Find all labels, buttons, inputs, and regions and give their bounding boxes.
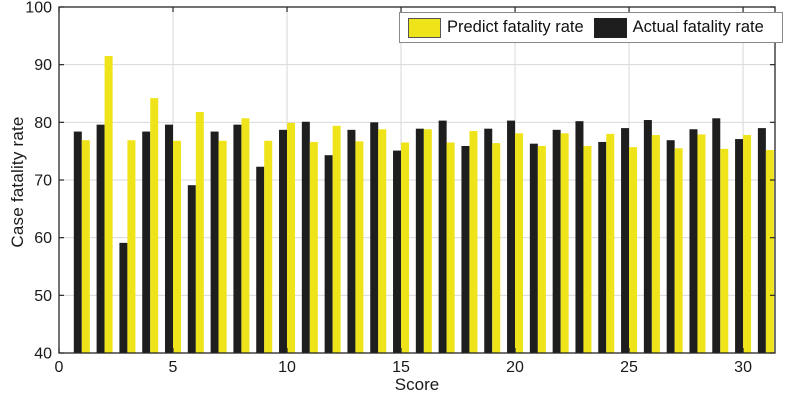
bar-actual-8 <box>233 124 242 353</box>
bar-actual-18 <box>461 145 470 353</box>
bar-predict-3 <box>127 140 136 353</box>
y-axis-label: Case fatality rate <box>8 116 27 248</box>
bar-predict-5 <box>173 140 182 353</box>
bar-predict-22 <box>560 133 569 353</box>
bar-actual-23 <box>575 121 584 354</box>
bar-actual-25 <box>621 128 630 353</box>
bar-predict-14 <box>378 129 387 353</box>
tick-marks <box>58 6 775 354</box>
bar-predict-27 <box>674 148 683 353</box>
bar-actual-16 <box>415 128 424 353</box>
y-tick-label-70: 70 <box>34 173 52 190</box>
bar-predict-13 <box>355 141 364 353</box>
actual-legend-swatch-icon <box>593 17 627 38</box>
legend-entry-predict: Predict fatality rate <box>408 17 584 38</box>
bar-predict-4 <box>150 98 159 353</box>
bar-predict-25 <box>629 147 638 353</box>
bar-actual-6 <box>187 185 196 353</box>
bar-predict-19 <box>492 143 501 353</box>
bar-predict-2 <box>104 56 113 354</box>
bar-predict-29 <box>720 148 729 353</box>
bar-actual-31 <box>757 128 766 353</box>
bar-predict-6 <box>195 111 204 353</box>
y-tick-label-40: 40 <box>34 346 52 363</box>
legend: Predict fatality rate Actual fatality ra… <box>399 12 783 43</box>
bar-predict-11 <box>309 141 318 353</box>
x-tick-label-30: 30 <box>734 359 752 376</box>
predict-legend-swatch-icon <box>408 17 441 38</box>
bar-actual-11 <box>301 121 310 353</box>
bar-predict-18 <box>469 130 478 353</box>
bar-predict-23 <box>583 145 592 353</box>
bar-predict-8 <box>241 118 250 354</box>
x-tick-label-25: 25 <box>620 359 638 376</box>
bar-actual-1 <box>73 131 82 353</box>
bar-predict-15 <box>401 142 410 353</box>
bar-actual-19 <box>484 128 493 353</box>
bar-actual-14 <box>370 122 379 353</box>
y-tick-label-100: 100 <box>25 0 52 17</box>
y-tick-label-90: 90 <box>34 57 52 74</box>
x-tick-label-10: 10 <box>278 359 296 376</box>
bar-predict-1 <box>81 140 90 353</box>
legend-entry-actual: Actual fatality rate <box>593 17 764 38</box>
bar-predict-7 <box>218 140 227 353</box>
bar-actual-20 <box>507 120 516 353</box>
bar-actual-30 <box>735 139 744 353</box>
bar-predict-9 <box>264 140 273 353</box>
y-tick-label-80: 80 <box>34 115 52 132</box>
tick-labels: 0 5 10 15 20 25 30 40 50 60 70 80 90 100 <box>25 0 752 376</box>
bar-predict-10 <box>287 122 296 353</box>
bar-actual-27 <box>666 140 675 353</box>
bar-predict-26 <box>651 135 660 353</box>
bar-predict-31 <box>765 150 774 353</box>
bar-actual-26 <box>643 120 652 353</box>
y-tick-label-60: 60 <box>34 230 52 247</box>
bar-actual-13 <box>347 129 356 353</box>
bar-actual-24 <box>598 141 607 353</box>
bars <box>73 56 774 354</box>
bar-actual-9 <box>256 166 265 353</box>
x-tick-label-15: 15 <box>392 359 410 376</box>
x-axis-label: Score <box>394 375 440 394</box>
bar-actual-28 <box>689 129 698 353</box>
bar-actual-15 <box>393 150 402 353</box>
bar-actual-10 <box>279 129 288 353</box>
bar-predict-21 <box>537 145 546 353</box>
bar-actual-5 <box>165 124 174 353</box>
bar-actual-22 <box>552 129 561 353</box>
x-tick-label-0: 0 <box>55 359 64 376</box>
bar-actual-12 <box>324 155 333 353</box>
bar-predict-16 <box>423 129 432 353</box>
bar-predict-30 <box>743 135 752 353</box>
bar-predict-12 <box>332 125 341 353</box>
bar-predict-17 <box>446 142 455 353</box>
bar-actual-2 <box>96 124 105 353</box>
x-tick-label-5: 5 <box>169 359 178 376</box>
bar-predict-20 <box>515 133 524 353</box>
bar-predict-28 <box>697 134 706 353</box>
y-tick-label-50: 50 <box>34 288 52 305</box>
bar-actual-29 <box>712 118 721 354</box>
legend-label-predict: Predict fatality rate <box>447 18 584 36</box>
legend-label-actual: Actual fatality rate <box>632 18 764 36</box>
bar-actual-3 <box>119 242 128 353</box>
bar-actual-4 <box>142 131 151 353</box>
x-tick-label-20: 20 <box>506 359 524 376</box>
bar-actual-7 <box>210 131 219 353</box>
bar-predict-24 <box>606 133 615 353</box>
bar-actual-17 <box>438 120 447 353</box>
bar-actual-21 <box>529 143 538 353</box>
